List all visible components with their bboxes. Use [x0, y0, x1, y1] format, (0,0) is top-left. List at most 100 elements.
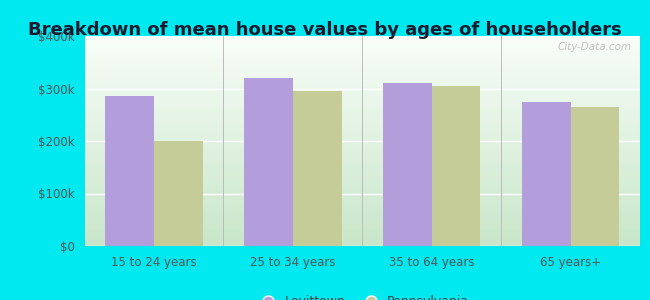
Bar: [84, 164, 640, 165]
Bar: [84, 232, 640, 233]
Bar: [84, 93, 640, 94]
Bar: [84, 131, 640, 133]
Bar: [84, 161, 640, 162]
Bar: [84, 230, 640, 231]
Bar: [84, 231, 640, 232]
Bar: [84, 178, 640, 179]
Bar: [84, 160, 640, 161]
Bar: [84, 98, 640, 99]
Bar: [84, 81, 640, 82]
Bar: [84, 170, 640, 172]
Bar: [84, 99, 640, 100]
Bar: [84, 219, 640, 220]
Bar: [84, 167, 640, 168]
Bar: [84, 48, 640, 49]
Bar: [84, 59, 640, 60]
Bar: [84, 233, 640, 235]
Bar: [84, 40, 640, 41]
Bar: [84, 82, 640, 83]
Bar: [84, 46, 640, 48]
Bar: [84, 179, 640, 180]
Bar: [84, 235, 640, 236]
Bar: [84, 238, 640, 239]
Bar: [84, 166, 640, 167]
Bar: [84, 118, 640, 119]
Bar: [84, 189, 640, 190]
Bar: [84, 67, 640, 68]
Bar: [244, 78, 293, 246]
Bar: [84, 126, 640, 127]
Bar: [84, 107, 640, 109]
Bar: [84, 51, 640, 52]
Bar: [84, 223, 640, 224]
Bar: [84, 138, 640, 139]
Bar: [84, 217, 640, 218]
Bar: [84, 159, 640, 160]
Bar: [84, 199, 640, 200]
Bar: [84, 78, 640, 79]
Bar: [84, 227, 640, 228]
Bar: [84, 200, 640, 201]
Bar: [84, 120, 640, 121]
Bar: [84, 105, 640, 106]
Bar: [84, 85, 640, 86]
Bar: [84, 195, 640, 196]
Bar: [84, 115, 640, 116]
Bar: [84, 68, 640, 69]
Bar: [84, 60, 640, 61]
Bar: [84, 169, 640, 170]
Bar: [84, 186, 640, 187]
Bar: [84, 128, 640, 130]
Bar: [84, 133, 640, 134]
Bar: [84, 63, 640, 64]
Bar: [84, 56, 640, 57]
Bar: [84, 204, 640, 205]
Bar: [84, 156, 640, 157]
Bar: [293, 91, 341, 246]
Bar: [84, 70, 640, 71]
Bar: [84, 91, 640, 92]
Bar: [84, 134, 640, 135]
Bar: [84, 149, 640, 151]
Bar: [84, 175, 640, 176]
Bar: [84, 146, 640, 147]
Bar: [84, 207, 640, 208]
Bar: [84, 177, 640, 178]
Bar: [84, 55, 640, 56]
Bar: [84, 75, 640, 76]
Bar: [84, 123, 640, 124]
Bar: [84, 65, 640, 67]
Bar: [84, 41, 640, 42]
Bar: [84, 226, 640, 227]
Bar: [84, 101, 640, 102]
Bar: [84, 245, 640, 246]
Bar: [84, 181, 640, 182]
Bar: [84, 222, 640, 223]
Bar: [84, 53, 640, 54]
Bar: [84, 111, 640, 112]
Bar: [105, 96, 154, 246]
Bar: [84, 203, 640, 204]
Bar: [84, 157, 640, 158]
Bar: [84, 50, 640, 51]
Bar: [84, 77, 640, 78]
Bar: [84, 137, 640, 138]
Bar: [84, 236, 640, 238]
Bar: [84, 165, 640, 166]
Bar: [84, 97, 640, 98]
Bar: [84, 71, 640, 72]
Bar: [84, 168, 640, 169]
Bar: [84, 119, 640, 120]
Bar: [84, 100, 640, 101]
Bar: [84, 162, 640, 163]
Bar: [154, 141, 203, 246]
Bar: [84, 142, 640, 143]
Bar: [84, 117, 640, 118]
Bar: [84, 240, 640, 241]
Bar: [84, 92, 640, 93]
Bar: [84, 124, 640, 125]
Bar: [84, 90, 640, 91]
Bar: [84, 185, 640, 186]
Bar: [84, 209, 640, 210]
Bar: [84, 127, 640, 128]
